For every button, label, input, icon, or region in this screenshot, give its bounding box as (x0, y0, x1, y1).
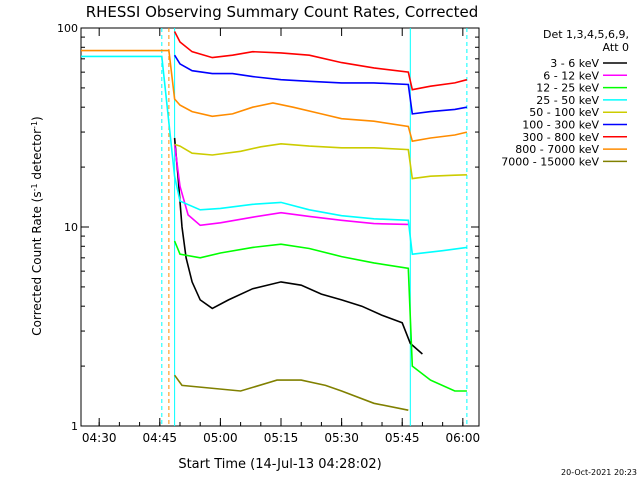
y-label-sup2: -1 (30, 121, 39, 129)
legend-label-0: 3 - 6 keV (550, 57, 599, 70)
y-tick-label: 1 (71, 420, 78, 433)
x-tick-label: 04:30 (82, 431, 117, 445)
legend-label-1: 6 - 12 keV (543, 69, 599, 82)
y-axis-label: Corrected Count Rate (s-1 detector-1) (30, 116, 44, 335)
legend-label-2: 12 - 25 keV (536, 82, 599, 95)
y-label-main: Corrected Count Rate (s (30, 191, 44, 335)
x-tick-label: 05:30 (324, 431, 359, 445)
legend-label-8: 7000 - 15000 keV (501, 155, 599, 168)
y-tick-label: 100 (57, 22, 78, 35)
series-line-5 (173, 54, 468, 115)
x-axis-label: Start Time (14-Jul-13 04:28:02) (178, 457, 381, 472)
series-line-0 (173, 137, 423, 355)
legend-label-6: 300 - 800 keV (522, 131, 599, 144)
y-tick-label: 10 (64, 221, 78, 234)
legend-label-5: 100 - 300 keV (522, 119, 599, 132)
series-line-8 (173, 374, 409, 411)
x-axis: 04:30 04:45 05:00 05:15 05:30 05:45 06:00 (82, 28, 480, 445)
x-tick-label: 05:00 (203, 431, 238, 445)
y-label-mid: detector (30, 129, 44, 184)
x-tick-label: 04:45 (142, 431, 177, 445)
y-axis: 1 10 100 (57, 22, 479, 433)
series-line-3 (81, 55, 468, 256)
legend-label-7: 800 - 7000 keV (515, 143, 599, 156)
series-line-7 (81, 49, 468, 143)
series-line-2 (173, 240, 467, 392)
chart-title: RHESSI Observing Summary Count Rates, Co… (86, 3, 479, 21)
x-tick-label: 06:00 (446, 431, 481, 445)
series-lines (81, 31, 468, 411)
timestamp: 20-Oct-2021 20:23 (561, 468, 637, 477)
x-tick-label: 05:15 (264, 431, 299, 445)
x-tick-label: 05:45 (385, 431, 420, 445)
legend-header-line1: Det 1,3,4,5,6,9, (543, 28, 629, 41)
y-label-end: ) (30, 116, 44, 121)
series-line-1 (173, 144, 409, 227)
series-line-4 (174, 142, 467, 180)
legend-label-3: 25 - 50 keV (536, 94, 599, 107)
series-line-6 (173, 31, 468, 91)
legend-header-line2: Att 0 (603, 41, 629, 54)
legend-label-4: 50 - 100 keV (529, 106, 599, 119)
y-label-sup1: -1 (30, 183, 39, 191)
